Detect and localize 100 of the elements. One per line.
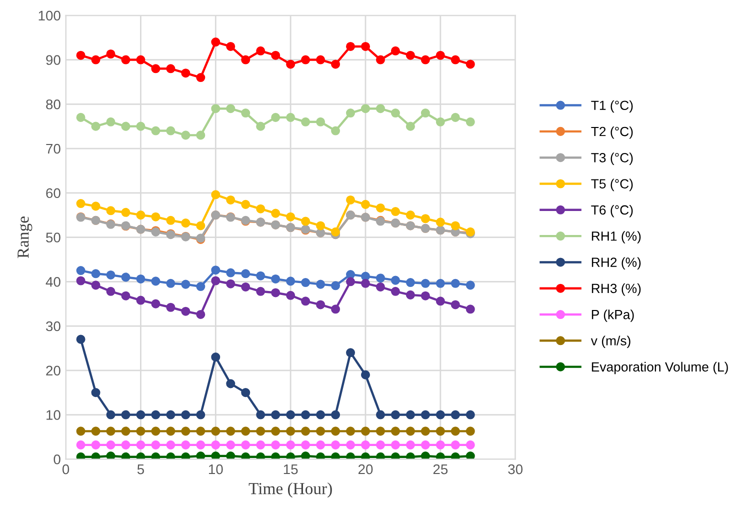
point [450,440,460,450]
point [301,296,310,306]
point [390,452,400,460]
point [286,212,296,222]
point [271,410,280,420]
x-tick-label: 10 [208,464,223,474]
point [301,278,310,288]
point [196,130,206,140]
point [211,104,220,114]
point [390,410,400,420]
point [151,440,160,450]
point [301,426,310,436]
y-tick-label: 80 [46,99,60,110]
point [301,440,310,450]
point [181,218,190,228]
point [151,126,160,136]
point [406,410,415,420]
point [76,426,86,436]
x-axis-title: Time (Hour) [248,482,332,498]
point [256,122,266,131]
point [196,73,206,82]
point [256,271,266,280]
point [360,42,370,51]
x-tick-label: 25 [433,464,448,474]
point [331,452,340,460]
point [436,50,445,60]
point [166,216,176,225]
point [166,64,176,74]
point [211,266,220,275]
point [226,279,236,288]
point [316,117,326,126]
point [450,112,460,122]
point [376,282,385,292]
point [151,299,160,308]
point [466,280,475,290]
point [436,117,445,126]
point [376,104,385,114]
legend-label: T3 (°C) [591,152,633,165]
point [450,278,460,288]
point [196,452,206,460]
point [136,55,146,64]
point [450,426,460,436]
point [76,112,86,122]
point [181,130,190,140]
point [450,300,460,310]
point [241,426,250,436]
point [420,410,430,420]
point [166,410,176,420]
point [76,334,86,344]
point [466,60,475,69]
point [331,304,340,314]
x-tick-label: 0 [62,464,70,474]
point [271,440,280,450]
point [331,126,340,136]
point [91,452,100,460]
point [226,195,236,204]
point [256,204,266,214]
point [256,46,266,56]
point [346,270,356,280]
point [271,208,280,218]
point [466,410,475,420]
point [121,452,130,460]
point [406,210,415,220]
point [226,440,236,450]
point [166,278,176,288]
point [360,440,370,450]
point [241,282,250,292]
point [466,117,475,126]
point [346,452,356,460]
point [420,452,430,460]
point [226,379,236,388]
legend-label: Evaporation Volume (L) [592,362,728,374]
point [76,50,86,60]
point [226,452,236,460]
point [256,286,266,296]
point [91,388,100,398]
point [106,117,116,126]
legend-label: RH1 (%) [592,231,641,244]
point [286,290,296,300]
point [316,221,326,230]
point [151,452,160,460]
x-tick-label: 15 [284,464,298,474]
point [406,50,415,60]
point [121,122,130,131]
point [316,410,326,420]
point [301,452,310,460]
point [316,440,326,450]
point [226,268,236,278]
point [211,276,220,286]
point [196,282,206,292]
point [466,304,475,314]
point [121,55,130,64]
point [166,302,176,312]
point [286,452,296,460]
point [106,206,116,216]
point [241,269,250,278]
point [376,55,385,64]
point [331,281,340,290]
point [331,426,340,436]
point [211,440,220,450]
